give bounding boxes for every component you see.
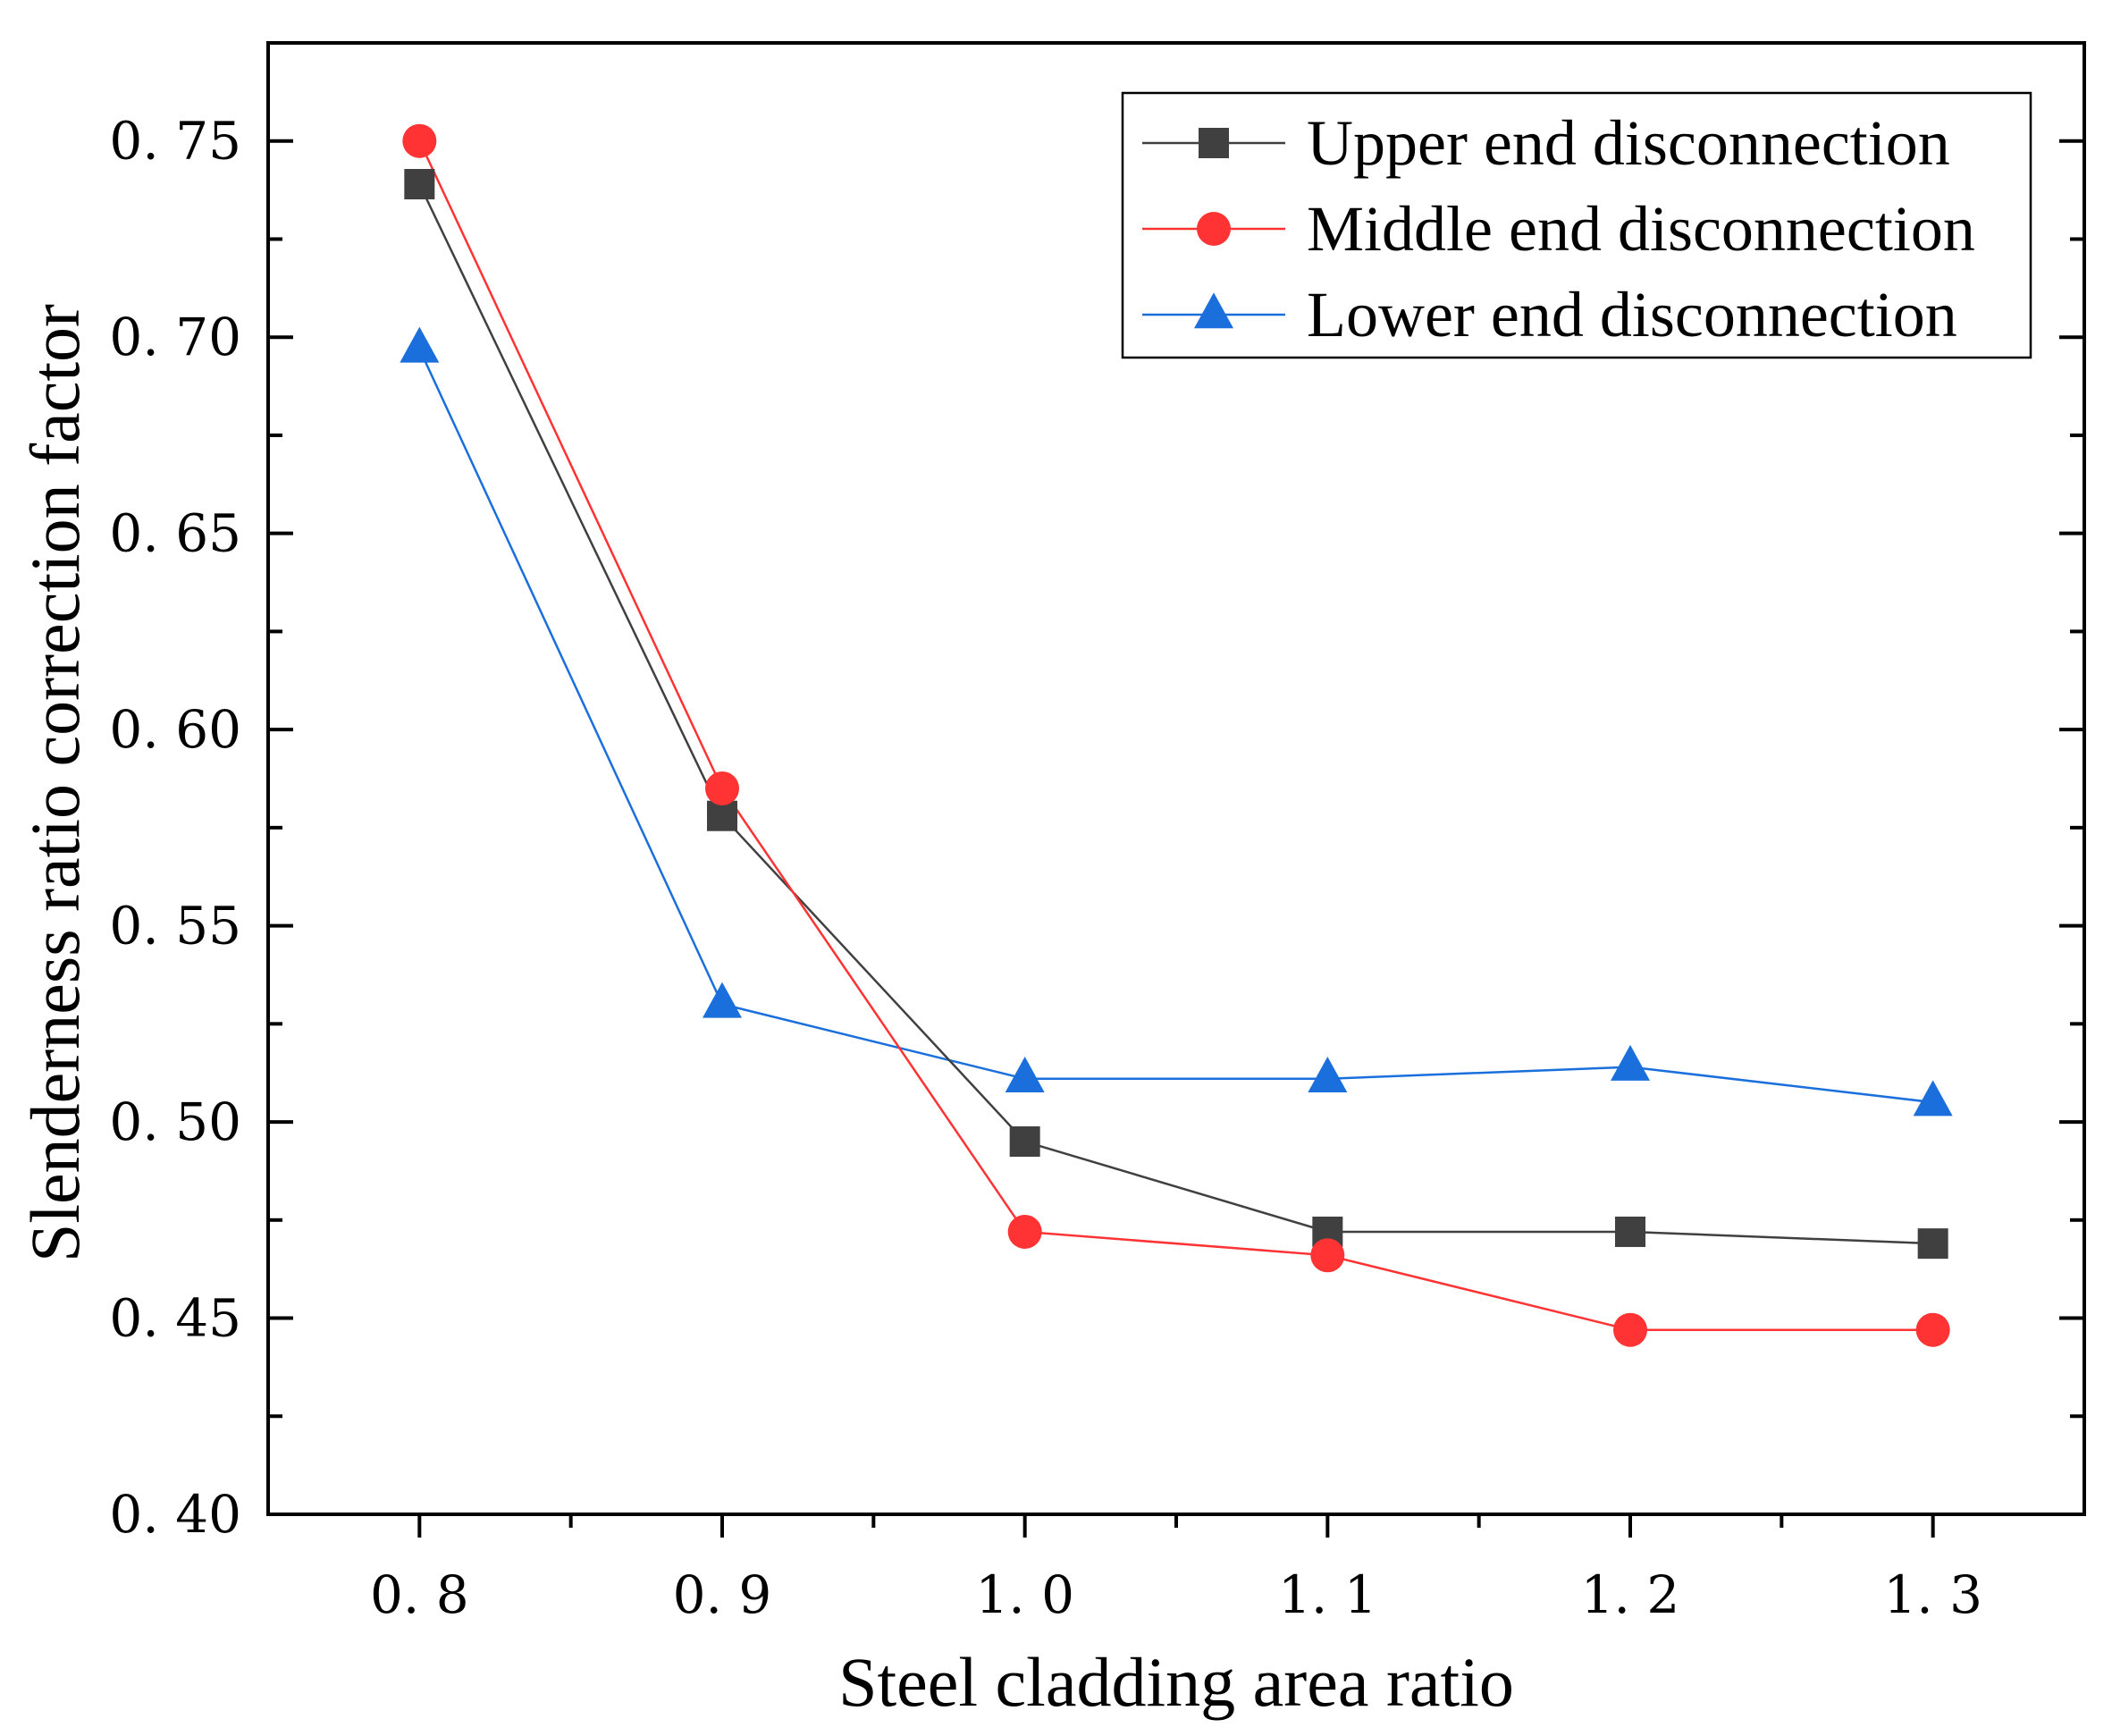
- series-lines: [418, 140, 1933, 1331]
- data-point-circle: [1007, 1214, 1042, 1249]
- data-point-circle: [1613, 1312, 1647, 1347]
- plot-frame: [266, 41, 2086, 1516]
- x-tick-label: 1. 1: [1278, 1564, 1377, 1625]
- data-point-triangle: [1308, 1056, 1348, 1092]
- data-point-circle: [1915, 1312, 1950, 1347]
- data-point-circle: [705, 771, 739, 805]
- x-tick-label: 0. 9: [673, 1564, 772, 1625]
- y-tick-label: 0. 45: [109, 1288, 241, 1349]
- legend-label: Upper end disconnection: [1307, 107, 1950, 179]
- y-axis-title: Slenderness ratio correction factor: [16, 304, 94, 1262]
- y-tick-label: 0. 60: [109, 699, 241, 760]
- data-point-square: [1009, 1126, 1040, 1158]
- data-point-circle: [402, 123, 437, 158]
- y-tick-label: 0. 70: [109, 307, 241, 367]
- y-tick-label: 0. 50: [109, 1091, 241, 1152]
- x-tick-label: 1. 2: [1581, 1564, 1680, 1625]
- series-line-triangle: [418, 348, 1933, 1104]
- y-tick-label: 0. 75: [109, 111, 241, 172]
- series-line-circle: [418, 140, 1933, 1331]
- data-point-triangle: [1913, 1080, 1953, 1117]
- legend-label: Lower end disconnection: [1307, 279, 1957, 350]
- y-tick-label: 0. 55: [109, 896, 241, 956]
- axis-ticks: [268, 139, 2084, 1538]
- legend: Upper end disconnection Middle end discon…: [1121, 91, 2032, 359]
- data-point-square: [1615, 1216, 1645, 1247]
- series-line-square: [418, 183, 1933, 1245]
- data-point-square: [707, 800, 737, 831]
- series-markers: [400, 123, 1953, 1347]
- data-point-square: [404, 169, 435, 200]
- data-point-square: [1917, 1228, 1948, 1260]
- x-axis-title: Steel cladding area ratio: [838, 1643, 1514, 1721]
- y-tick-label: 0. 40: [109, 1484, 241, 1545]
- legend-marker-circle: [1197, 212, 1231, 246]
- data-point-triangle: [400, 326, 440, 363]
- x-tick-label: 1. 3: [1883, 1564, 1982, 1625]
- data-point-triangle: [1005, 1056, 1045, 1092]
- data-point-triangle: [703, 982, 742, 1018]
- data-point-circle: [1310, 1238, 1345, 1273]
- legend-marker-triangle: [1194, 292, 1233, 329]
- legend-label: Middle end disconnection: [1307, 193, 1975, 265]
- tick-labels: 0. 40 0. 45 0. 50 0. 55 0. 60 0. 65 0. 70 0. 75…: [109, 111, 1982, 1625]
- legend-box: [1121, 91, 2032, 359]
- y-tick-label: 0. 65: [109, 503, 241, 564]
- legend-marker-square: [1199, 128, 1229, 158]
- x-tick-label: 0. 8: [370, 1564, 469, 1625]
- x-tick-label: 1. 0: [975, 1564, 1074, 1625]
- data-point-triangle: [1611, 1044, 1650, 1081]
